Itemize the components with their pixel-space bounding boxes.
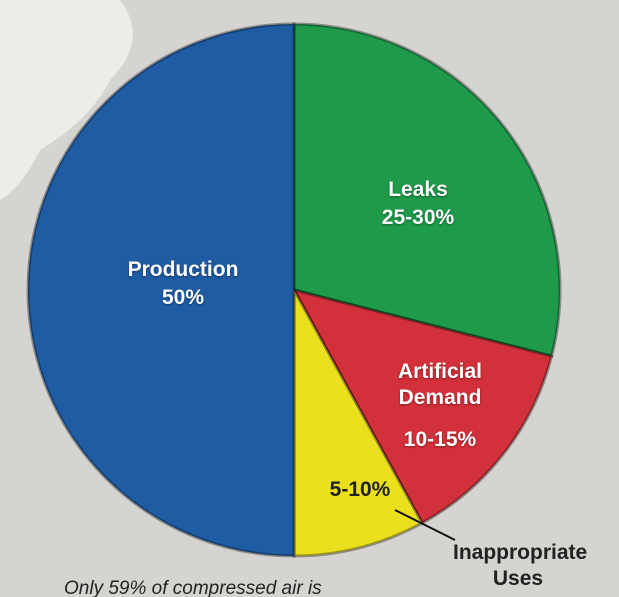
slice-name: Inappropriate Uses [453,541,588,590]
map-shape [0,0,133,200]
pie-slice [26,22,296,558]
slice-value: 50% [161,286,205,309]
leader-line [394,509,456,541]
footnote: Only 59% of compressed air is [64,578,322,597]
pie-slice [291,287,554,526]
slice-name: Artificial Demand [397,360,483,409]
slice-value: 5-10% [329,478,391,501]
slice-value: 10-15% [403,428,477,451]
pie-slice [292,22,562,358]
slice-name: Leaks [388,178,448,201]
slice-name: Production [127,258,239,281]
slice-value: 25-30% [381,206,455,229]
pie [26,22,562,558]
pie-slice [292,289,425,558]
